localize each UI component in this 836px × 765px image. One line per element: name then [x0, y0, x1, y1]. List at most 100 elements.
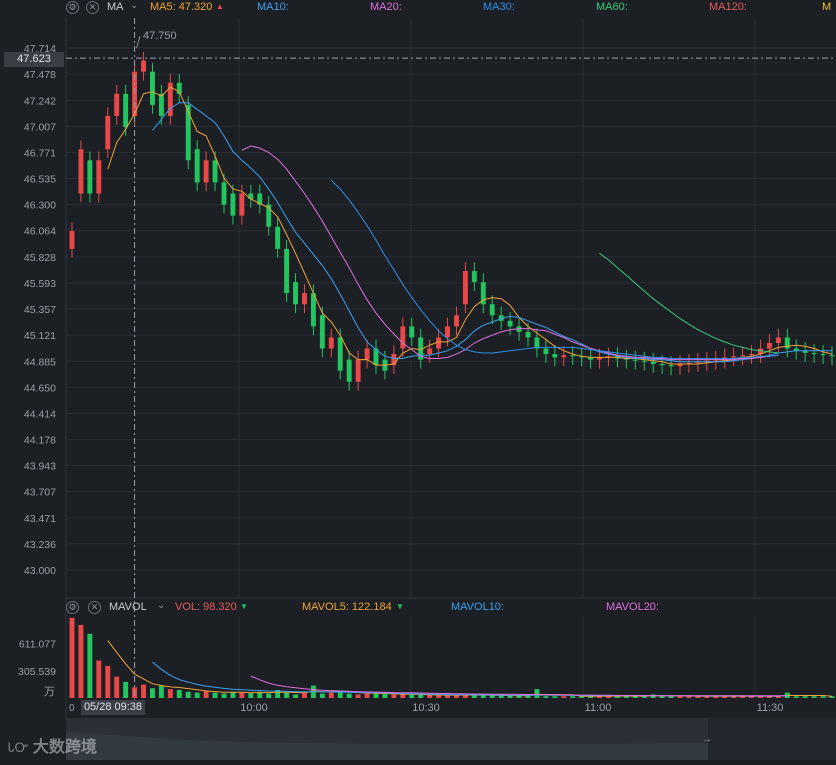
gear-icon[interactable]: ⚙ [66, 601, 79, 614]
ma5-trend-icon: ▲ [216, 2, 224, 11]
volume-bar [418, 694, 424, 698]
volume-bar [606, 696, 611, 698]
chart-navigator[interactable]: → [66, 718, 836, 760]
candle-body [87, 160, 93, 194]
candle-body [740, 355, 746, 357]
candle-body [454, 315, 459, 327]
candle-body [766, 342, 772, 349]
volume-bar [534, 689, 540, 698]
volume-bar [284, 692, 290, 698]
candle-body [525, 331, 531, 338]
candle-body [284, 248, 290, 294]
volume-bar [471, 695, 477, 698]
y-tick-label: 44.885 [24, 356, 56, 368]
candle-body [418, 337, 424, 360]
candle-body [659, 364, 665, 366]
candle-body [784, 337, 790, 349]
candle-body [364, 348, 370, 360]
volume-bar [123, 681, 129, 698]
volume-zero-label: 0 [69, 703, 75, 714]
candle-body [105, 115, 111, 150]
candle-body [176, 82, 182, 94]
candle-body [811, 352, 817, 355]
y-tick-label: 43.471 [24, 513, 56, 525]
volume-bar [96, 660, 102, 698]
y-tick-label: 45.593 [24, 278, 56, 290]
vol-tick-label: 611.077 [19, 639, 56, 651]
mavol20-label: MAVOL20: [606, 601, 659, 613]
volume-bar [802, 696, 808, 698]
candle-body [462, 271, 468, 305]
volume-bar [230, 691, 236, 698]
volume-bar [829, 696, 835, 698]
candle-body [597, 357, 602, 360]
candle-body [632, 359, 638, 361]
candle-body [293, 282, 298, 305]
y-tick-label: 46.535 [24, 174, 56, 186]
vol-trend-icon: ▼ [240, 602, 248, 611]
candle-body [758, 348, 763, 355]
price-chart[interactable]: 47.71447.47847.24247.00746.77146.53546.3… [0, 0, 836, 718]
candle-body [480, 282, 486, 305]
volume-bar [480, 695, 486, 698]
y-tick-label: 44.178 [24, 435, 56, 447]
volume-bar [427, 694, 433, 698]
candle-body [355, 359, 361, 382]
candle-body [489, 304, 495, 316]
candle-body [230, 193, 236, 216]
candle-body [731, 356, 737, 358]
arrow-right-icon[interactable]: → [702, 734, 712, 745]
candle-body [150, 71, 155, 105]
volume-bar [176, 689, 182, 698]
ma10-label: MA10: [257, 1, 289, 13]
volume-bar [570, 696, 576, 698]
volume-bar [203, 690, 209, 698]
chevron-down-icon[interactable]: ⌄ [157, 600, 166, 611]
volume-bar [391, 694, 397, 698]
logo-icon: ᏓᏅ [8, 740, 29, 755]
candle-body [123, 93, 129, 128]
chevron-down-icon[interactable]: ⌄ [130, 0, 139, 11]
volume-bar [150, 688, 155, 698]
crosshair-time-label: 05/28 09:38 [83, 701, 143, 713]
ma120-label: MA120: [709, 1, 747, 13]
candle-body [114, 93, 120, 116]
candle-body [820, 354, 826, 356]
volume-bar [158, 685, 164, 698]
candle-body [677, 364, 683, 367]
candle-body [257, 193, 263, 205]
candle-body [534, 337, 540, 349]
gear-icon[interactable]: ⚙ [66, 1, 79, 14]
candle-body [606, 356, 611, 358]
candle-body [471, 271, 477, 283]
navigator-window[interactable] [66, 718, 708, 760]
volume-bars [69, 617, 835, 698]
candle-body [829, 355, 835, 357]
volume-bar [105, 665, 111, 698]
candle-body [78, 149, 84, 194]
volume-bar [436, 695, 442, 698]
volume-bar [302, 692, 307, 698]
navigator-area [66, 732, 708, 760]
candle-body [641, 360, 647, 362]
ma30-label: MA30: [483, 1, 515, 13]
y-tick-label: 43.707 [24, 487, 56, 499]
volume-bar [328, 692, 334, 698]
candle-body [775, 337, 781, 343]
candle-body [337, 337, 343, 371]
candle-body [212, 160, 218, 183]
close-icon[interactable]: ✕ [86, 1, 99, 14]
close-icon[interactable]: ✕ [88, 601, 101, 614]
volume-bar [722, 696, 728, 698]
volume-bar [167, 689, 173, 698]
mavol-line-mavol10 [152, 661, 788, 697]
volume-bar [695, 696, 701, 698]
y-tick-label: 47.007 [24, 121, 56, 133]
y-tick-label: 46.064 [24, 226, 56, 238]
volume-bar [141, 684, 146, 698]
volume-bar [677, 696, 683, 698]
candle-body [749, 354, 754, 356]
time-axis: 10:00 10:30 11:00 11:30 [240, 702, 783, 714]
candle-body [141, 60, 146, 72]
candle-body [96, 160, 102, 194]
